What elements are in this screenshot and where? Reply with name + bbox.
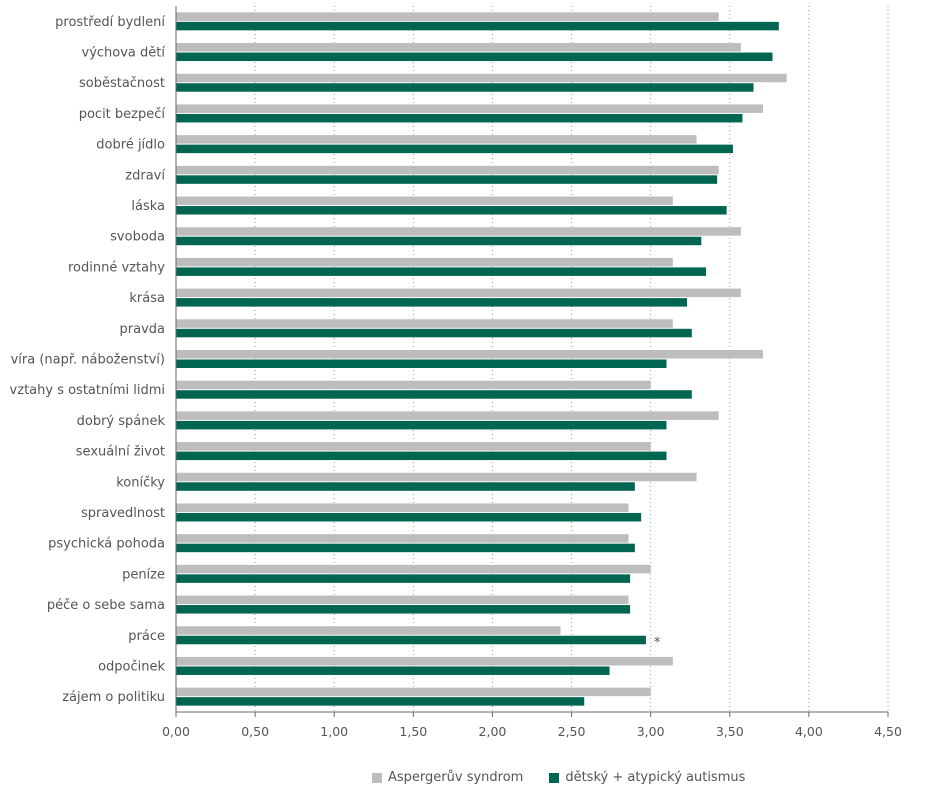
x-tick-label: 3,50 xyxy=(716,724,744,739)
category-label: dobré jídlo xyxy=(96,138,165,153)
bar-autism xyxy=(176,574,631,583)
category-label: pravda xyxy=(120,322,165,337)
bar-asperger xyxy=(176,257,673,267)
bar-asperger xyxy=(176,227,741,236)
category-label: koníčky xyxy=(116,475,165,490)
category-label: krása xyxy=(129,291,165,306)
bar-autism xyxy=(176,390,692,399)
x-tick-label: 4,00 xyxy=(795,724,823,739)
bar-autism xyxy=(176,359,667,368)
bar-asperger xyxy=(176,442,651,451)
bar-autism xyxy=(176,420,667,430)
category-label: výchova dětí xyxy=(82,46,166,61)
x-tick-label: 0,00 xyxy=(162,724,190,739)
bar-asperger xyxy=(176,411,719,420)
x-tick-label: 2,50 xyxy=(558,724,586,739)
x-tick-label: 1,50 xyxy=(399,724,427,739)
bars xyxy=(176,12,787,706)
annotations: * xyxy=(654,635,661,650)
x-tick-label: 2,00 xyxy=(479,724,507,739)
category-label: prostředí bydlení xyxy=(55,15,165,30)
bar-asperger xyxy=(176,350,764,359)
bar-asperger xyxy=(176,380,651,390)
bar-autism xyxy=(176,482,635,491)
bar-asperger xyxy=(176,626,561,635)
legend-item-autism: dětský + atypický autismus xyxy=(549,770,745,785)
bar-asperger xyxy=(176,196,673,206)
legend-swatch-asperger xyxy=(372,772,382,783)
category-label: zájem o politiku xyxy=(62,690,165,705)
category-labels: prostředí bydlení výchova dětí soběstačnos… xyxy=(10,15,166,705)
bar-asperger xyxy=(176,43,741,52)
category-label: pocit bezpečí xyxy=(79,107,166,122)
bar-asperger xyxy=(176,534,629,543)
bar-autism xyxy=(176,298,688,307)
bar-asperger xyxy=(176,656,673,666)
grid-lines xyxy=(254,6,889,712)
x-tick-label: 1,00 xyxy=(320,724,348,739)
bar-autism xyxy=(176,83,754,92)
bar-asperger xyxy=(176,12,719,21)
bar-autism xyxy=(176,512,642,522)
bar-autism xyxy=(176,144,733,154)
bar-asperger xyxy=(176,472,697,482)
bar-autism xyxy=(176,21,779,31)
bar-asperger xyxy=(176,135,697,144)
x-tick-label: 4,50 xyxy=(874,724,902,739)
bar-asperger xyxy=(176,595,629,605)
bar-asperger xyxy=(176,165,719,175)
category-label: soběstačnost xyxy=(79,76,165,91)
bar-autism xyxy=(176,451,667,461)
bar-autism xyxy=(176,666,610,675)
category-label: víra (např. náboženství) xyxy=(11,353,165,368)
legend: Aspergerův syndrom dětský + atypický aut… xyxy=(372,770,771,785)
bar-autism xyxy=(176,175,718,184)
bar-autism xyxy=(176,605,631,614)
x-axis: 0,00 0,50 1,00 1,50 2,00 2,50 3,00 3,50 4,00 4,50 xyxy=(162,6,902,739)
bar-asperger xyxy=(176,73,787,83)
legend-item-asperger: Aspergerův syndrom xyxy=(372,770,523,785)
bar-autism xyxy=(176,267,707,276)
x-tick-label: 3,00 xyxy=(637,724,665,739)
bar-asperger xyxy=(176,288,741,298)
bar-asperger xyxy=(176,104,764,113)
category-label: odpočinek xyxy=(98,659,165,674)
category-label: vztahy s ostatními lidmi xyxy=(10,383,165,398)
significance-annotation: * xyxy=(654,635,661,650)
bar-autism xyxy=(176,113,743,123)
legend-label-autism: dětský + atypický autismus xyxy=(565,770,746,785)
bar-autism xyxy=(176,52,773,62)
bar-asperger xyxy=(176,564,651,574)
category-label: zdraví xyxy=(125,168,165,183)
bar-autism xyxy=(176,206,727,215)
bar-asperger xyxy=(176,687,651,697)
category-label: péče o sebe sama xyxy=(47,598,165,613)
category-label: rodinné vztahy xyxy=(68,260,165,275)
category-label: láska xyxy=(131,199,165,214)
category-label: spravedlnost xyxy=(81,506,165,521)
bar-autism xyxy=(176,328,692,338)
bar-asperger xyxy=(176,319,673,328)
x-tick-label: 0,50 xyxy=(241,724,269,739)
bar-autism xyxy=(176,236,702,246)
category-label: práce xyxy=(128,629,165,644)
category-label: peníze xyxy=(122,567,165,582)
bar-autism xyxy=(176,697,585,706)
category-label: sexuální život xyxy=(76,445,165,460)
category-label: svoboda xyxy=(110,230,165,245)
bar-autism xyxy=(176,635,646,645)
legend-label-asperger: Aspergerův syndrom xyxy=(388,770,524,785)
bar-autism xyxy=(176,543,635,553)
category-label: dobrý spánek xyxy=(77,414,166,429)
legend-swatch-autism xyxy=(549,772,560,783)
category-label: psychická pohoda xyxy=(48,537,165,552)
bar-asperger xyxy=(176,503,629,512)
